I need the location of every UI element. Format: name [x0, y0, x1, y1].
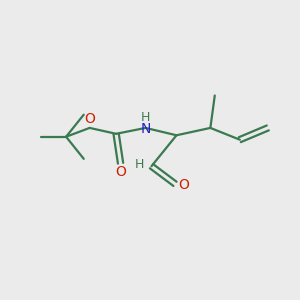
Text: H: H [135, 158, 144, 171]
Text: H: H [141, 111, 150, 124]
Text: O: O [115, 165, 126, 179]
Text: O: O [84, 112, 95, 126]
Text: N: N [140, 122, 151, 136]
Text: O: O [178, 178, 189, 192]
